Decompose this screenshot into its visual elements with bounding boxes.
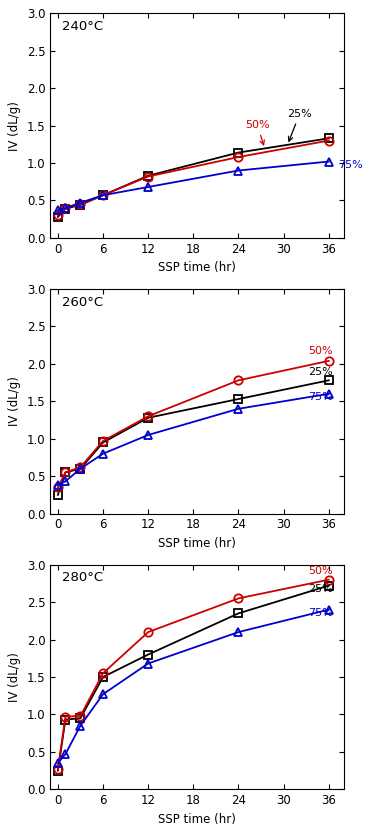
Text: 75%: 75% bbox=[308, 608, 332, 618]
Text: 25%: 25% bbox=[288, 108, 312, 141]
Y-axis label: IV (dL/g): IV (dL/g) bbox=[8, 101, 22, 151]
Y-axis label: IV (dL/g): IV (dL/g) bbox=[8, 376, 22, 426]
Text: 50%: 50% bbox=[245, 120, 270, 145]
Text: 50%: 50% bbox=[308, 566, 332, 576]
X-axis label: SSP time (hr): SSP time (hr) bbox=[158, 812, 236, 826]
Text: 75%: 75% bbox=[338, 160, 362, 170]
X-axis label: SSP time (hr): SSP time (hr) bbox=[158, 537, 236, 550]
Text: 240°C: 240°C bbox=[62, 20, 103, 33]
Y-axis label: IV (dL/g): IV (dL/g) bbox=[8, 652, 22, 702]
X-axis label: SSP time (hr): SSP time (hr) bbox=[158, 261, 236, 274]
Text: 50%: 50% bbox=[308, 346, 332, 356]
Text: 280°C: 280°C bbox=[62, 571, 103, 585]
Text: 75%: 75% bbox=[308, 392, 332, 402]
Text: 260°C: 260°C bbox=[62, 296, 103, 309]
Text: 25%: 25% bbox=[308, 584, 332, 594]
Text: 25%: 25% bbox=[308, 367, 332, 377]
